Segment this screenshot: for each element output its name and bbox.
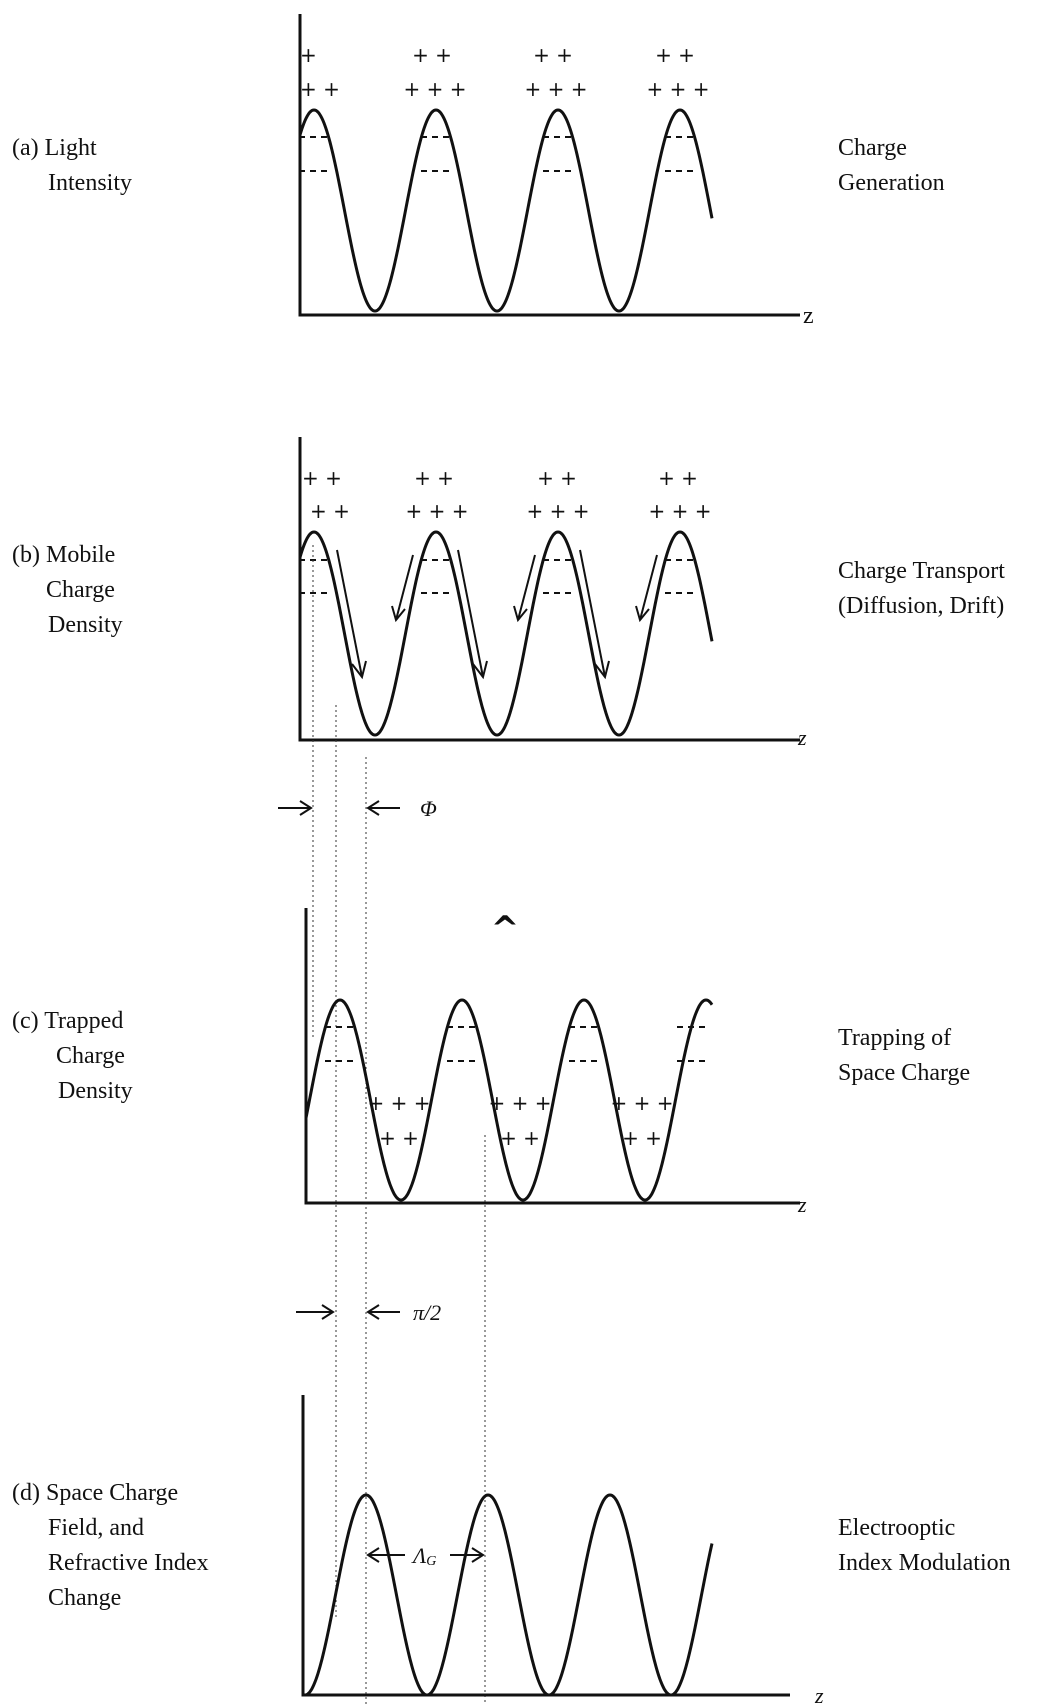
panel-c-plus: + + + [368, 1091, 431, 1115]
panel-d-space-charge-field-wave [302, 1493, 714, 1697]
transport-arrow [513, 554, 536, 623]
panel-b-plus: + + + [649, 499, 712, 523]
panel-b-transport-arrows [336, 549, 658, 680]
grating-period: ΛG [366, 1543, 485, 1569]
panel-a-plus: + + [412, 43, 452, 67]
lambda-subscript: G [426, 1554, 436, 1569]
panel-c-plus-row-2: + + + + + + [379, 1126, 662, 1150]
panel-a-axis-label: z [803, 303, 814, 329]
panel-b-right-label-2: (Diffusion, Drift) [838, 593, 1004, 619]
panel-b-left-label-2: Charge [46, 577, 115, 603]
panel-a-plus: + + + [525, 77, 588, 101]
panel-b-plus-row-1: + + + + + + + + [302, 466, 698, 490]
panel-d-left-label-3: Refractive Index [48, 1550, 209, 1576]
panel-c-left-label-1: (c) Trapped [12, 1008, 123, 1034]
panel-c-axes [304, 908, 800, 1205]
transport-arrow [391, 554, 414, 623]
panel-a-plus-row-2: + + + + + + + + + + + [300, 77, 710, 101]
phi-label: Φ [420, 796, 437, 821]
panel-a-plus-row-1: + + + + + + + [300, 43, 695, 67]
panel-a-dashed-levels [299, 136, 695, 172]
panel-b-axes [298, 437, 800, 742]
panel-d-right-label-1: Electrooptic [838, 1515, 955, 1541]
panel-d-right-label-2: Index Modulation [838, 1550, 1011, 1576]
panel-c-trapped-charge-wave [304, 998, 714, 1202]
panel-c-axis-label: z [797, 1192, 807, 1217]
panel-d-left-label-1: (d) Space Charge [12, 1480, 178, 1506]
panel-c-left-label-2: Charge [56, 1043, 125, 1069]
panel-d: z ΛG (d) Space Charge Field, and Refract… [12, 1395, 1011, 1705]
panel-c-right-label-2: Space Charge [838, 1060, 970, 1086]
panel-c-dashed-levels [325, 1026, 707, 1062]
half-pi-label: π/2 [413, 1300, 441, 1325]
panel-a-plus: + [300, 43, 317, 67]
panel-d-axes [301, 1395, 790, 1697]
panel-b-plus-row-2: + + + + + + + + + + + [310, 499, 712, 523]
lambda-symbol: Λ [411, 1543, 427, 1568]
panel-a: z + + + + + + + + + + + + + + + + + + (a… [12, 14, 945, 329]
phase-guides [312, 545, 486, 1705]
panel-c: z + + + + + + + + + + + + + + + (c) Trap… [12, 908, 970, 1217]
panel-b-plus: + + + [406, 499, 469, 523]
panel-c-plus: + + + [611, 1091, 674, 1115]
panel-d-left-label-4: Change [48, 1585, 121, 1611]
panel-b-left-label-1: (b) Mobile [12, 542, 115, 568]
panel-a-plus: + + [533, 43, 573, 67]
panel-c-plus: + + [622, 1126, 662, 1150]
transport-arrow [579, 549, 610, 680]
panel-a-plus: + + [655, 43, 695, 67]
panel-c-right-label-1: Trapping of [838, 1025, 951, 1051]
panel-a-right-label-1: Charge [838, 135, 907, 161]
panel-a-plus: + + + [404, 77, 467, 101]
panel-a-axes [298, 14, 800, 317]
panel-a-plus: + + + [647, 77, 710, 101]
panel-b-mobile-charge-wave [298, 530, 714, 737]
panel-a-right-label-2: Generation [838, 170, 945, 196]
panel-b-left-label-3: Density [48, 612, 123, 638]
transport-arrow [457, 549, 488, 680]
panel-c-plus-row-1: + + + + + + + + + [368, 1091, 674, 1115]
panel-b-plus: + + [414, 466, 454, 490]
panel-b-dashed-levels [299, 559, 695, 594]
panel-c-plus: + + + [489, 1091, 552, 1115]
panel-c-left-label-3: Density [58, 1078, 133, 1104]
phase-shift-half-pi: π/2 [296, 1300, 441, 1325]
panel-a-intensity-wave [298, 108, 714, 313]
phase-shift-phi: Φ [278, 796, 437, 821]
panel-b-plus: + + [537, 466, 577, 490]
panel-d-axis-label: z [814, 1683, 824, 1705]
transport-arrow [635, 554, 658, 623]
panel-a-left-label-2: Intensity [48, 170, 132, 196]
panel-b-plus: + + [302, 466, 342, 490]
panel-b-axis-label: z [797, 725, 807, 750]
panel-c-plus: + + [500, 1126, 540, 1150]
transport-arrow [336, 549, 367, 680]
panel-a-left-label-1: (a) Light [12, 135, 97, 161]
panel-b-plus: + + + [527, 499, 590, 523]
caret-mark: ^ [491, 909, 520, 949]
panel-b-plus: + + [658, 466, 698, 490]
panel-b-plus: + + [310, 499, 350, 523]
panel-c-plus: + + [379, 1126, 419, 1150]
grating-period-label: ΛG [411, 1543, 436, 1569]
panel-a-plus: + + [300, 77, 340, 101]
panel-b-right-label-1: Charge Transport [838, 558, 1005, 584]
panel-b: z + + + + + + + + + + + + + + + + + + + … [12, 437, 1005, 750]
panel-d-left-label-2: Field, and [48, 1515, 144, 1541]
